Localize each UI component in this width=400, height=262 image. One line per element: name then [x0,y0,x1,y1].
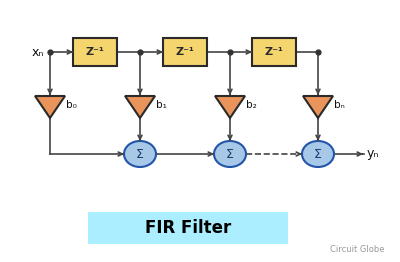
Text: FIR Filter: FIR Filter [145,219,231,237]
Ellipse shape [214,141,246,167]
Polygon shape [125,96,155,118]
Polygon shape [303,96,333,118]
Text: b₁: b₁ [156,100,166,110]
Text: b₀: b₀ [66,100,76,110]
Text: xₙ: xₙ [32,46,44,58]
Text: $\Sigma$: $\Sigma$ [314,148,322,161]
FancyBboxPatch shape [252,38,296,66]
Polygon shape [35,96,65,118]
Text: Z⁻¹: Z⁻¹ [264,47,284,57]
Text: $\Sigma$: $\Sigma$ [136,148,144,161]
Ellipse shape [302,141,334,167]
Text: Z⁻¹: Z⁻¹ [86,47,104,57]
Text: Z⁻¹: Z⁻¹ [176,47,194,57]
FancyBboxPatch shape [73,38,117,66]
FancyBboxPatch shape [88,212,288,244]
Ellipse shape [124,141,156,167]
Text: yₙ: yₙ [367,148,379,161]
Text: Circuit Globe: Circuit Globe [330,245,385,254]
FancyBboxPatch shape [163,38,207,66]
Polygon shape [215,96,245,118]
Text: b₂: b₂ [246,100,256,110]
Text: bₙ: bₙ [334,100,344,110]
Text: $\Sigma$: $\Sigma$ [226,148,234,161]
